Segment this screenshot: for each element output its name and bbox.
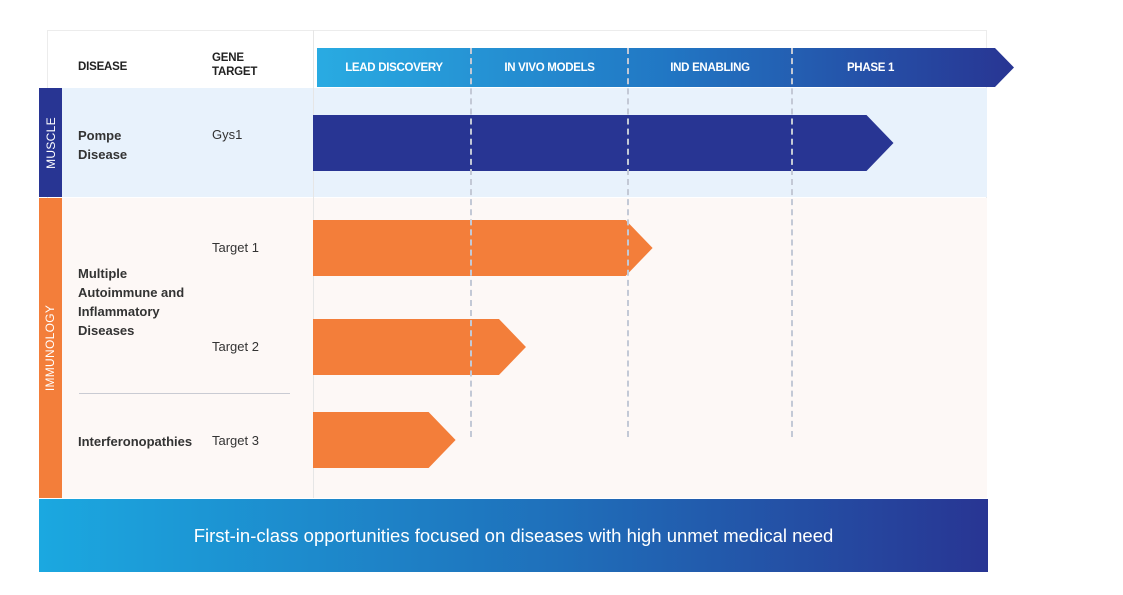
target-gys1: Gys1 <box>212 127 243 142</box>
phase-ind-enabling: IND ENABLING <box>670 61 750 74</box>
disease-pompe: Pompe Disease <box>78 128 128 162</box>
phase-divider <box>627 48 629 437</box>
progress-bar-target-2 <box>313 319 526 375</box>
phase-divider <box>791 48 793 437</box>
target-1: Target 1 <box>212 240 259 255</box>
progress-bar-gys1 <box>313 115 894 171</box>
footer-text: First-in-class opportunities focused on … <box>193 524 834 546</box>
phase-phase-1: PHASE 1 <box>846 61 895 74</box>
header-disease: DISEASE <box>78 61 128 73</box>
phase-header-arrow <box>317 48 1014 87</box>
target-2: Target 2 <box>212 339 259 354</box>
disease-interferonopathies: Interferonopathies <box>78 434 193 449</box>
category-muscle-label: MUSCLE <box>43 116 58 169</box>
header-gene-target: GENE TARGET <box>212 52 258 78</box>
phase-divider <box>470 48 472 437</box>
category-immunology: IMMUNOLOGY <box>39 198 62 498</box>
progress-bar-target-3 <box>313 412 456 468</box>
target-3: Target 3 <box>212 433 259 448</box>
row-separator <box>79 393 290 394</box>
category-muscle: MUSCLE <box>39 88 62 197</box>
disease-autoimmune: Multiple Autoimmune and Inflammatory Dis… <box>78 266 185 338</box>
footer-banner: First-in-class opportunities focused on … <box>39 499 988 572</box>
progress-bar-target-1 <box>313 220 653 276</box>
phase-lead-discovery: LEAD DISCOVERY <box>345 61 443 74</box>
category-immunology-label: IMMUNOLOGY <box>43 304 58 392</box>
phase-in-vivo-models: IN VIVO MODELS <box>504 61 595 74</box>
